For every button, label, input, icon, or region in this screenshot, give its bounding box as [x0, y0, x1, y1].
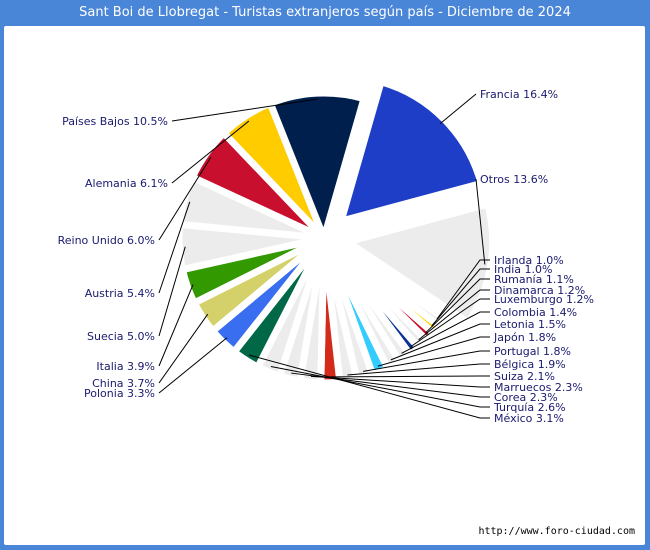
label-marruecos: Marruecos 2.3% — [494, 381, 583, 394]
label-china: China 3.7% — [92, 377, 155, 390]
label-irlanda: Irlanda 1.0% — [494, 254, 564, 267]
leader-portugal — [363, 350, 490, 372]
source-credit: http://www.foro-ciudad.com — [478, 526, 635, 537]
leader-luxemburgo — [410, 298, 490, 348]
leader-marruecos — [310, 375, 490, 388]
leader-china — [158, 313, 209, 384]
leader-austria — [158, 201, 191, 294]
label-austria: Austria 5.4% — [85, 287, 155, 300]
leader-paises-bajos — [171, 98, 318, 122]
plot-area: Francia 16.4% Otros 13.6% Irlanda 1.0% Indi… — [4, 26, 645, 545]
leader-italia — [158, 284, 194, 367]
leader-irlanda — [436, 259, 490, 320]
leader-polonia — [158, 337, 228, 394]
leader-colombia — [401, 311, 490, 354]
leader-corea — [291, 372, 490, 398]
leader-japon — [377, 336, 490, 367]
label-colombia: Colombia 1.4% — [494, 306, 577, 319]
label-corea: Corea 2.3% — [494, 391, 558, 404]
slice-francia — [337, 78, 485, 225]
label-india: India 1.0% — [494, 263, 552, 276]
leader-belgica — [347, 363, 490, 376]
leader-dinamarca — [418, 289, 490, 341]
leader-suecia — [158, 246, 186, 337]
label-reino-unido: Reino Unido 6.0% — [58, 234, 155, 247]
label-japon: Japón 1.8% — [493, 331, 556, 344]
label-belgica: Bélgica 1.9% — [494, 358, 566, 371]
label-alemania: Alemania 6.1% — [85, 177, 168, 190]
leader-reino-unido — [158, 156, 212, 241]
leader-mexico — [248, 354, 490, 419]
label-polonia: Polonia 3.3% — [84, 387, 155, 400]
label-dinamarca: Dinamarca 1.2% — [494, 284, 585, 297]
pie-chart: Francia 16.4% Otros 13.6% Irlanda 1.0%Indi… — [58, 78, 594, 425]
leader-alemania — [171, 120, 250, 184]
chart-title: Sant Boi de Llobregat - Turistas extranj… — [79, 5, 571, 20]
leader-suiza — [330, 375, 490, 378]
label-letonia: Letonia 1.5% — [494, 318, 566, 331]
label-suiza: Suiza 2.1% — [494, 370, 555, 383]
label-portugal: Portugal 1.8% — [494, 345, 571, 358]
label-otros: Otros 13.6% — [480, 173, 548, 186]
leader-letonia — [390, 323, 490, 361]
label-paises-bajos: Países Bajos 10.5% — [62, 115, 168, 128]
label-mexico: México 3.1% — [494, 412, 564, 425]
label-suecia: Suecia 5.0% — [87, 330, 155, 343]
leader-india — [431, 268, 490, 327]
label-turquia: Turquía 2.6% — [493, 401, 566, 414]
label-italia: Italia 3.9% — [96, 360, 155, 373]
label-francia: Francia 16.4% — [480, 88, 558, 101]
slice-paises-bajos — [266, 89, 368, 242]
leader-francia — [439, 93, 477, 125]
leader-otros — [475, 178, 486, 265]
label-rumania: Rumanía 1.1% — [494, 273, 574, 286]
label-luxemburgo: Luxemburgo 1.2% — [494, 293, 594, 306]
leader-rumania — [425, 278, 490, 334]
